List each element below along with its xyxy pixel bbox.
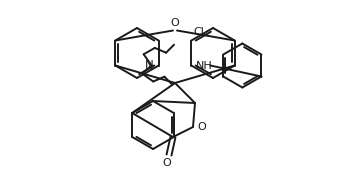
Text: O: O	[163, 158, 171, 168]
Text: N: N	[145, 59, 154, 72]
Text: O: O	[171, 17, 179, 28]
Text: O: O	[197, 122, 206, 132]
Text: NH: NH	[196, 60, 213, 70]
Text: Cl: Cl	[193, 26, 204, 36]
